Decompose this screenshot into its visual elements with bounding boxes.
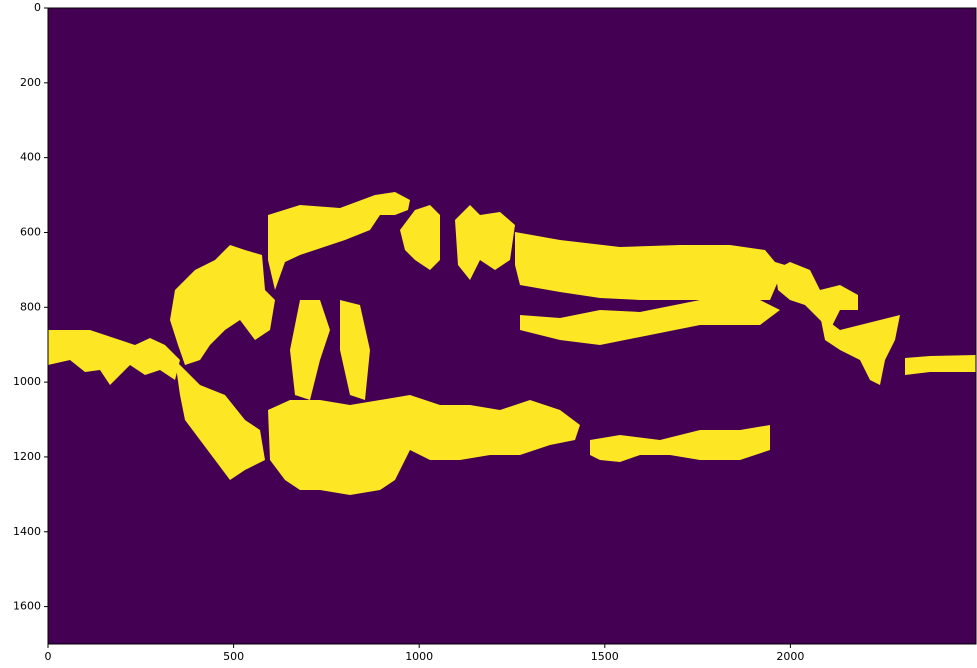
y-tick-label: 1600	[13, 600, 41, 613]
y-tick-label: 600	[20, 225, 41, 238]
y-tick-label: 800	[20, 300, 41, 313]
y-tick-label: 200	[20, 76, 41, 89]
mask-region	[905, 355, 976, 375]
x-tick-label: 2000	[776, 650, 804, 663]
y-tick-label: 1400	[13, 525, 41, 538]
chart: 0 500 1000 1500 2000 0 200 400 600 800 1000 1200 140…	[0, 0, 977, 668]
y-tick-label: 400	[20, 151, 41, 164]
x-tick-label: 0	[45, 650, 52, 663]
x-tick-label: 1000	[405, 650, 433, 663]
x-tick-label: 500	[223, 650, 244, 663]
x-tick-label: 1500	[591, 650, 619, 663]
y-tick-label: 1200	[13, 450, 41, 463]
y-tick-label: 0	[34, 1, 41, 14]
y-tick-label: 1000	[13, 375, 41, 388]
